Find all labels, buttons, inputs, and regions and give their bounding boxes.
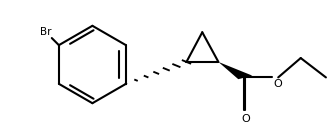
Text: Br: Br <box>40 27 51 37</box>
Polygon shape <box>218 62 252 79</box>
Text: O: O <box>274 79 283 89</box>
Text: O: O <box>241 114 250 124</box>
